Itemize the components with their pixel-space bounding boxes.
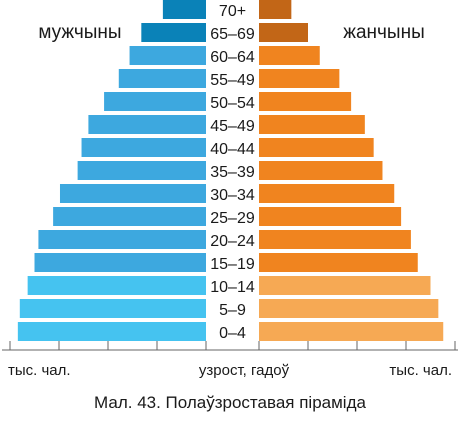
male-bar-55-49 [118, 69, 206, 88]
female-bar-0-4 [259, 322, 444, 341]
female-bar-25-29 [259, 207, 402, 226]
x-axis [2, 341, 458, 351]
age-label-35-39: 35–39 [210, 164, 255, 181]
female-bar-20-24 [259, 230, 411, 249]
age-group-labels: 0–4 5–9 10–14 15–19 20–24 25–29 30–34 35–39 40–4… [210, 3, 255, 342]
x-axis-label-right: тыс. чал. [389, 362, 452, 379]
male-bar-50-54 [104, 92, 206, 111]
age-label-0-4: 0–4 [219, 325, 246, 342]
female-bar-60-64 [259, 46, 320, 65]
x-axis-label-center: узрост, гадоў [199, 362, 290, 379]
age-label-5-9: 5–9 [219, 302, 246, 319]
male-bar-45-49 [88, 115, 206, 134]
age-label-40-44: 40–44 [210, 141, 255, 158]
age-label-45-49: 45–49 [210, 118, 255, 135]
male-bars [17, 0, 207, 341]
female-bar-5-9 [259, 299, 439, 318]
male-bar-0-4 [17, 322, 207, 341]
x-axis-label-left: тыс. чал. [8, 362, 71, 379]
age-label-50-54: 50–54 [210, 95, 255, 112]
female-bar-55-49 [259, 69, 340, 88]
female-bar-10-14 [259, 276, 431, 295]
age-label-65-69: 65–69 [210, 26, 255, 43]
age-label-25-29: 25–29 [210, 210, 255, 227]
male-bar-60-64 [129, 46, 206, 65]
male-bar-5-9 [19, 299, 206, 318]
male-bar-70+ [162, 0, 206, 19]
age-label-10-14: 10–14 [210, 279, 255, 296]
age-label-20-24: 20–24 [210, 233, 255, 250]
male-bar-35-39 [77, 161, 207, 180]
male-bar-65-69 [141, 23, 206, 42]
age-label-30-34: 30–34 [210, 187, 255, 204]
age-label-15-19: 15–19 [210, 256, 255, 273]
age-label-55-49: 55–49 [210, 72, 255, 89]
female-bar-45-49 [259, 115, 365, 134]
age-label-70+: 70+ [219, 3, 246, 20]
female-bar-15-19 [259, 253, 418, 272]
male-bar-40-44 [81, 138, 206, 157]
female-bar-40-44 [259, 138, 374, 157]
male-bar-30-34 [59, 184, 207, 203]
female-bar-35-39 [259, 161, 383, 180]
male-bar-15-19 [34, 253, 206, 272]
figure-caption: Мал. 43. Полаўзроставая піраміда [94, 393, 366, 412]
age-label-60-64: 60–64 [210, 49, 255, 66]
female-bar-50-54 [259, 92, 352, 111]
legend-female-label: жанчыны [343, 22, 424, 43]
female-bar-70+ [259, 0, 292, 19]
legend-male-label: мужчыны [38, 22, 121, 43]
male-bar-25-29 [53, 207, 207, 226]
male-bar-20-24 [38, 230, 206, 249]
male-bar-10-14 [27, 276, 206, 295]
female-bar-30-34 [259, 184, 395, 203]
female-bars [259, 0, 444, 341]
female-bar-65-69 [259, 23, 308, 42]
